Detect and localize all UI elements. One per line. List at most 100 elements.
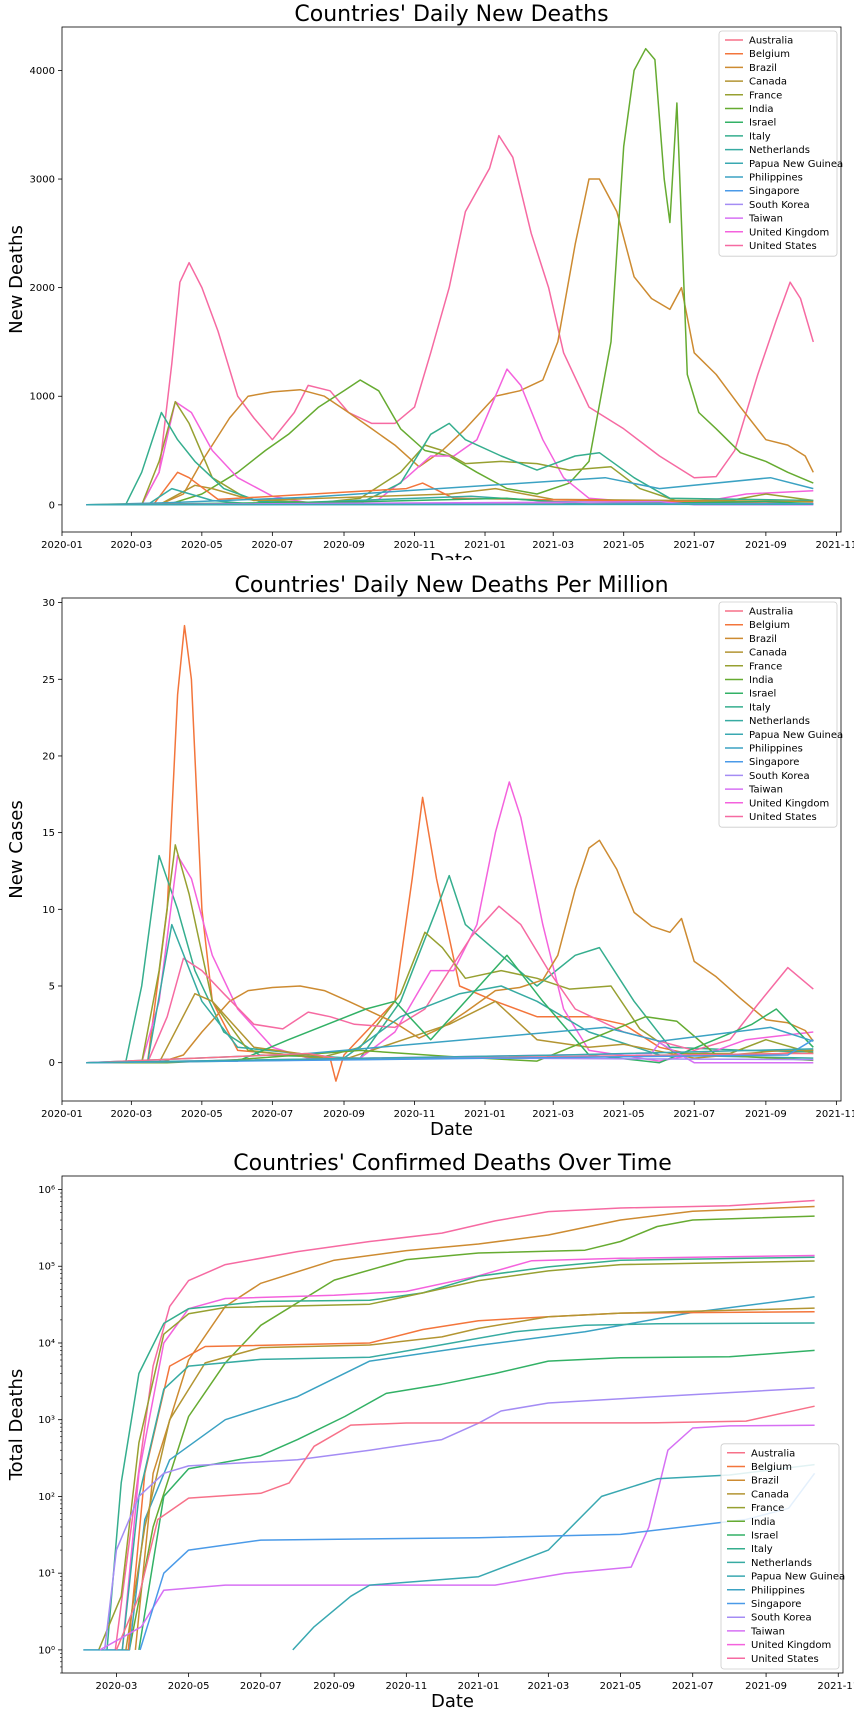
series-line-netherlands	[86, 923, 814, 1064]
plot-frame	[61, 597, 842, 1102]
x-tick: 2020-11	[394, 1101, 435, 1120]
y-tick: 10¹	[38, 1569, 62, 1580]
legend-item: India	[725, 104, 774, 115]
x-tick-label: 2021-03	[532, 540, 574, 551]
series-line-philippines	[83, 1296, 815, 1651]
legend-item: France	[725, 661, 782, 672]
legend-label: Italy	[749, 702, 771, 713]
legend-item: France	[725, 90, 782, 101]
series-line-united-kingdom	[121, 1254, 815, 1650]
legend-label: United Kingdom	[749, 227, 829, 238]
x-tick: 2020-07	[251, 1101, 293, 1120]
legend-label: Papua New Guinea	[749, 730, 843, 741]
legend-item: United Kingdom	[725, 227, 829, 238]
legend-label: Belgium	[751, 1462, 792, 1473]
legend-item: Canada	[727, 1489, 789, 1500]
series-line-italy	[86, 854, 814, 1064]
series-line-italy	[86, 411, 814, 506]
series-line-papua-new-guinea	[292, 1463, 815, 1651]
legend-item: Brazil	[725, 63, 777, 74]
chart-title: Countries' Confirmed Deaths Over Time	[233, 1151, 671, 1176]
legend-item: Canada	[725, 77, 787, 88]
legend-item: India	[727, 1517, 776, 1528]
y-tick-label: 15	[42, 828, 55, 839]
legend-label: South Korea	[749, 200, 810, 211]
x-tick: 2020-11	[394, 532, 435, 551]
legend-label: Brazil	[749, 63, 777, 74]
x-tick: 2021-07	[673, 532, 715, 551]
legend-label: Singapore	[749, 757, 799, 768]
series-line-australia	[115, 1405, 815, 1651]
legend-item: Italy	[725, 131, 771, 142]
series-line-israel	[86, 497, 814, 506]
legend-item: Netherlands	[725, 716, 810, 727]
y-tick: 10³	[38, 1415, 62, 1426]
x-tick-label: 2020-09	[323, 1109, 365, 1120]
x-tick: 2020-07	[251, 532, 293, 551]
legend-item: Philippines	[727, 1585, 805, 1596]
x-tick-label: 2021-07	[673, 1109, 715, 1120]
x-tick: 2021-01	[464, 1101, 506, 1120]
x-tick: 2021-03	[532, 1101, 574, 1120]
y-tick: 10²	[38, 1492, 62, 1503]
series-line-canada	[125, 1307, 815, 1651]
x-tick-label: 2021-09	[745, 1681, 787, 1692]
legend-label: Australia	[751, 1448, 795, 1459]
legend-item: United States	[725, 241, 817, 252]
y-tick: 1000	[30, 392, 62, 403]
y-tick: 30	[42, 598, 62, 609]
legend-label: Papua New Guinea	[751, 1572, 845, 1583]
series-line-netherlands	[121, 1322, 815, 1650]
legend-item: Belgium	[725, 620, 790, 631]
legend-item: United Kingdom	[727, 1640, 831, 1651]
legend-label: Brazil	[751, 1476, 779, 1487]
x-tick-label: 2020-07	[240, 1681, 282, 1692]
x-tick: 2020-01	[41, 1101, 83, 1120]
series-line-philippines	[86, 476, 814, 506]
x-axis-label: Date	[430, 550, 473, 560]
legend-item: Italy	[725, 702, 771, 713]
legend-label: Philippines	[749, 744, 803, 755]
series-line-italy	[106, 1256, 815, 1650]
legend-label: South Korea	[749, 771, 810, 782]
y-tick: 0	[49, 500, 62, 511]
legend-item: Netherlands	[727, 1558, 812, 1569]
legend: Australia Belgium Brazil Canada France India I…	[718, 601, 843, 828]
y-tick-label: 10²	[38, 1492, 55, 1503]
legend-label: Belgium	[749, 49, 790, 60]
x-tick: 2021-07	[673, 1101, 715, 1120]
legend-item: South Korea	[725, 200, 810, 211]
series-line-brazil	[86, 178, 814, 506]
y-tick-label: 4000	[30, 66, 55, 77]
x-tick: 2020-09	[323, 532, 365, 551]
series-line-united-states	[86, 134, 815, 506]
legend-item: Italy	[727, 1544, 773, 1555]
x-tick: 2021-01	[458, 1673, 500, 1692]
x-tick: 2020-09	[313, 1673, 355, 1692]
legend-label: United States	[749, 241, 817, 252]
x-tick: 2020-03	[96, 1673, 137, 1692]
x-tick-label: 2021-01	[464, 540, 506, 551]
x-tick-label: 2021-01	[458, 1681, 500, 1692]
legend-label: United Kingdom	[751, 1640, 831, 1651]
y-tick: 0	[49, 1058, 62, 1069]
y-tick: 10⁶	[38, 1185, 62, 1196]
x-tick-label: 2020-07	[251, 1109, 293, 1120]
legend-item: Philippines	[725, 744, 803, 755]
legend-label: Canada	[749, 77, 787, 88]
x-tick-label: 2020-07	[251, 540, 293, 551]
series-line-israel	[138, 1349, 815, 1651]
legend-label: Belgium	[749, 620, 790, 631]
legend-label: India	[749, 675, 774, 686]
legend-label: India	[751, 1517, 776, 1528]
x-tick-label: 2021-07	[673, 540, 715, 551]
x-tick-label: 2020-03	[110, 540, 152, 551]
legend-item: India	[725, 675, 774, 686]
x-tick: 2021-11	[815, 1101, 854, 1120]
x-tick-label: 2020-01	[41, 540, 83, 551]
legend-item: United States	[725, 812, 817, 823]
y-tick: 5	[49, 981, 62, 992]
y-tick-label: 2000	[30, 283, 55, 294]
legend-item: Taiwan	[727, 1626, 785, 1637]
